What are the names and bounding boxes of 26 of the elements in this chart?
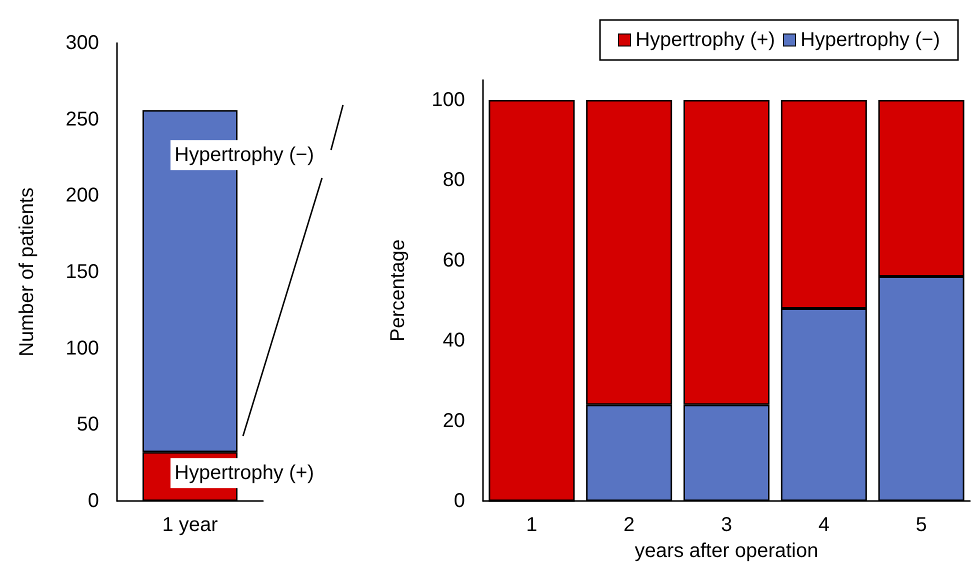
y-tick-label: 100 bbox=[66, 337, 99, 360]
x-tick-label: 3 bbox=[720, 514, 732, 536]
x-tick-label: 1 year bbox=[162, 514, 218, 536]
y-tick-label: 0 bbox=[88, 490, 99, 512]
y-tick-label: 100 bbox=[432, 89, 465, 112]
y-tick-label: 50 bbox=[76, 414, 99, 436]
y-tick-label: 250 bbox=[66, 108, 99, 130]
x-tick-label: 2 bbox=[624, 514, 635, 536]
y-tick-label: 40 bbox=[442, 330, 465, 352]
x-tick-label: 1 bbox=[526, 514, 538, 536]
y-tick-label: 20 bbox=[442, 410, 465, 432]
y-axis-title: Number of patients bbox=[16, 188, 38, 356]
y-tick-label: 60 bbox=[442, 249, 465, 272]
y-tick-label: 0 bbox=[454, 490, 465, 512]
series-label: Hypertrophy (+) bbox=[174, 462, 314, 484]
y-tick-label: 200 bbox=[66, 184, 99, 207]
series-label: Hypertrophy (−) bbox=[174, 144, 314, 166]
x-axis-title: years after operation bbox=[634, 540, 818, 562]
legend-label: Hypertrophy (+) bbox=[636, 29, 776, 51]
y-axis-title: Percentage bbox=[387, 239, 409, 342]
y-tick-label: 80 bbox=[442, 169, 465, 192]
x-tick-label: 5 bbox=[916, 514, 927, 536]
y-tick-label: 300 bbox=[66, 32, 99, 54]
x-tick-label: 4 bbox=[818, 514, 830, 536]
y-tick-label: 150 bbox=[66, 261, 99, 283]
legend-label: Hypertrophy (−) bbox=[800, 29, 940, 51]
